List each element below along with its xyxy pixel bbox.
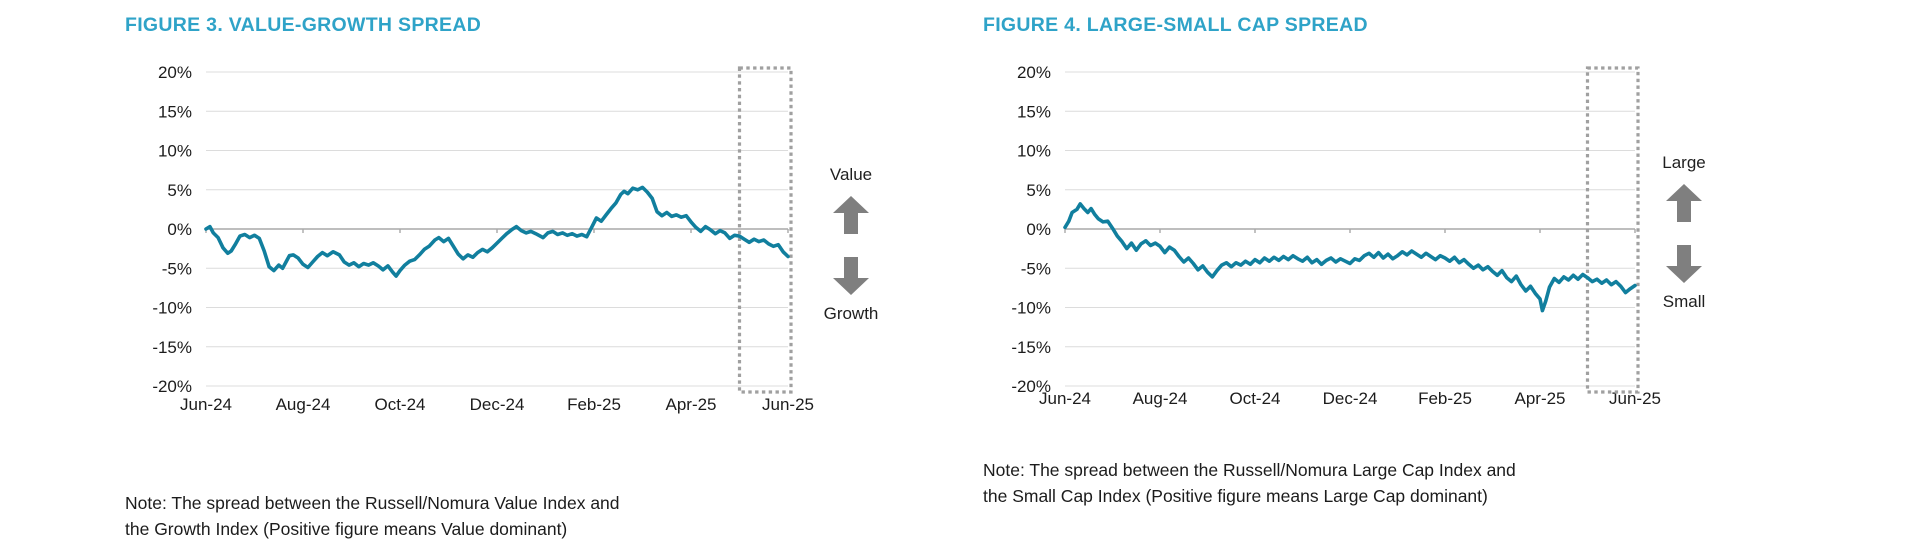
current-period-highlight-box — [1585, 66, 1640, 394]
x-axis-label: Dec-24 — [470, 395, 525, 414]
figure4-note: Note: The spread between the Russell/Nom… — [983, 457, 1516, 509]
figure3-title: FIGURE 3. VALUE-GROWTH SPREAD — [125, 14, 482, 36]
x-axis-label: Jun-25 — [1609, 389, 1661, 408]
y-axis-label: 15% — [1017, 102, 1051, 121]
x-axis-label: Aug-24 — [276, 395, 331, 414]
x-axis-label: Apr-25 — [1514, 389, 1565, 408]
up-arrow-icon — [833, 196, 869, 239]
y-axis-label: -10% — [1011, 299, 1051, 318]
y-axis-label: 15% — [158, 102, 192, 121]
y-axis-label: 5% — [167, 181, 192, 200]
y-axis-label: 10% — [1017, 142, 1051, 161]
y-axis-label: 0% — [167, 220, 192, 239]
x-axis-label: Oct-24 — [1229, 389, 1280, 408]
figure3-note-line1: Note: The spread between the Russell/Nom… — [125, 493, 620, 513]
y-axis-label: -15% — [152, 338, 192, 357]
y-axis-label: -20% — [152, 377, 192, 396]
y-axis-label: 20% — [158, 63, 192, 82]
figure3-down-label: Growth — [823, 304, 879, 323]
y-axis-label: -5% — [1021, 259, 1051, 278]
figure4-note-line2: the Small Cap Index (Positive figure mea… — [983, 486, 1488, 506]
figure4-note-line1: Note: The spread between the Russell/Nom… — [983, 460, 1516, 480]
x-axis-label: Apr-25 — [665, 395, 716, 414]
current-period-highlight-box — [737, 66, 793, 394]
figure3-up-label: Value — [829, 165, 873, 184]
figure4-direction-legend: Large Small — [1639, 153, 1729, 312]
y-axis-label: -10% — [152, 299, 192, 318]
y-axis-label: -20% — [1011, 377, 1051, 396]
y-axis-label: 10% — [158, 142, 192, 161]
x-axis-label: Dec-24 — [1323, 389, 1378, 408]
up-arrow-icon — [1666, 184, 1702, 227]
x-axis-label: Jun-24 — [180, 395, 232, 414]
y-axis-label: -5% — [162, 259, 192, 278]
x-axis-label: Feb-25 — [1418, 389, 1472, 408]
figure3-note: Note: The spread between the Russell/Nom… — [125, 490, 620, 542]
x-axis-label: Jun-25 — [762, 395, 814, 414]
value-growth-spread-chart: 20% 15% 10% 5% 0% -5% -10% -15% -20%Jun-24 Aug-24… — [152, 63, 814, 414]
figure3-note-line2: the Growth Index (Positive figure means … — [125, 519, 568, 539]
figure3-direction-legend: Value Growth — [806, 165, 896, 324]
y-axis-label: 0% — [1026, 220, 1051, 239]
y-axis-label: 20% — [1017, 63, 1051, 82]
down-arrow-icon — [833, 257, 869, 300]
down-arrow-icon — [1666, 245, 1702, 288]
x-axis-label: Feb-25 — [567, 395, 621, 414]
figure4-up-label: Large — [1662, 153, 1706, 172]
x-axis-label: Aug-24 — [1133, 389, 1188, 408]
figure4-title: FIGURE 4. LARGE-SMALL CAP SPREAD — [983, 14, 1368, 36]
spread-line — [204, 185, 790, 278]
large-small-cap-spread-chart: 20% 15% 10% 5% 0% -5% -10% -15% -20%Jun-24 Aug-24… — [1011, 63, 1661, 408]
y-axis-label: -15% — [1011, 338, 1051, 357]
y-axis-label: 5% — [1026, 181, 1051, 200]
figure4-down-label: Small — [1662, 292, 1706, 311]
x-axis-label: Jun-24 — [1039, 389, 1091, 408]
x-axis-label: Oct-24 — [374, 395, 425, 414]
spread-line — [1063, 202, 1637, 313]
